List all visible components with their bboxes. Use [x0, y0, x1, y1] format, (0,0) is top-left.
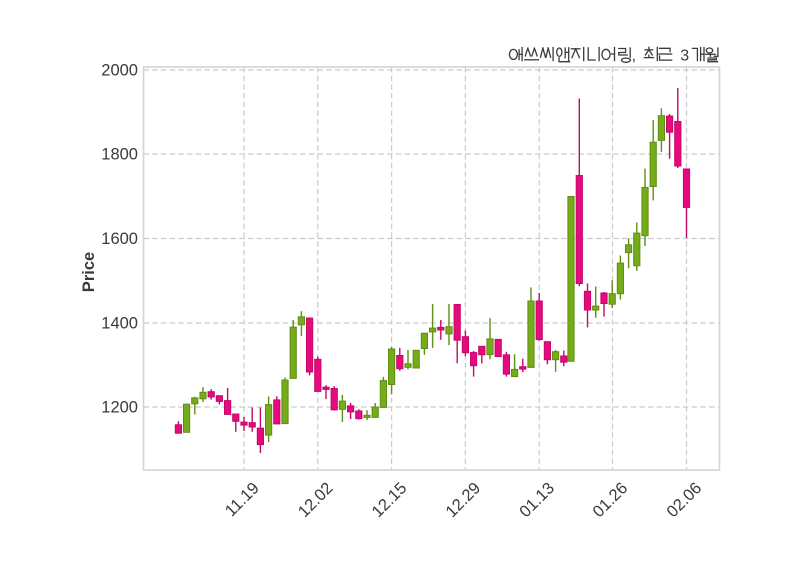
svg-text:1800: 1800 — [101, 146, 138, 164]
svg-text:3: 3 — [680, 48, 689, 65]
svg-text:Price: Price — [80, 252, 98, 292]
svg-text:,: , — [632, 48, 636, 65]
svg-text:1600: 1600 — [101, 230, 138, 248]
svg-text:1400: 1400 — [101, 315, 138, 333]
svg-text:2000: 2000 — [101, 62, 138, 80]
svg-text:1200: 1200 — [101, 399, 138, 417]
